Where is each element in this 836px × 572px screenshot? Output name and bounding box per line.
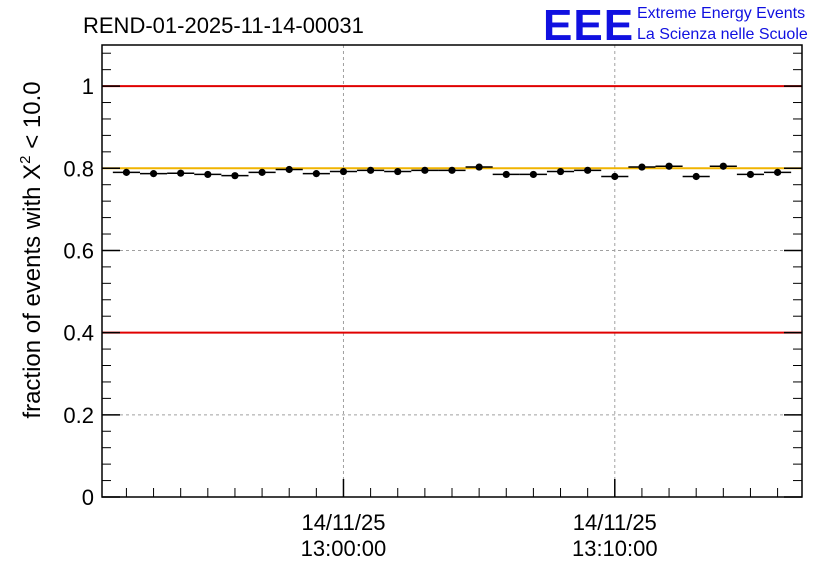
data-point [773, 168, 782, 176]
data-point [312, 170, 320, 178]
data-point [611, 172, 619, 181]
y-tick-label: 1 [82, 74, 94, 99]
data-point [285, 165, 293, 174]
y-tick-label: 0.8 [63, 156, 94, 181]
x-tick-label-date: 14/11/25 [301, 510, 385, 535]
data-point [204, 170, 212, 179]
data-point [339, 167, 348, 176]
axes: 00.20.40.60.8114/11/2513:00:0014/11/2513… [63, 44, 803, 561]
data-point [231, 172, 239, 180]
y-tick-label: 0.6 [63, 238, 94, 263]
plot-frame [101, 44, 803, 498]
data-point [502, 170, 510, 179]
grid [102, 45, 802, 497]
data-point [692, 172, 700, 181]
data-point [448, 166, 456, 174]
data-point [258, 168, 266, 176]
data-point [584, 166, 592, 174]
y-tick-label: 0.4 [63, 321, 94, 346]
logo-line-2: La Scienza nelle Scuole [637, 26, 808, 43]
y-axis-label-suffix: < 10.0 [19, 81, 46, 155]
data-point [367, 166, 375, 174]
y-axis-label-chi: X [19, 164, 46, 180]
y-tick-label: 0.2 [63, 403, 94, 428]
data-point [475, 163, 483, 171]
x-tick-label-time: 13:00:00 [301, 536, 387, 561]
y-tick-label: 0 [82, 485, 94, 510]
logo-letters: EEE [543, 1, 634, 50]
y-axis-label-sup: 2 [17, 155, 34, 163]
data-point [665, 162, 673, 170]
y-axis-label-prefix: fraction of events with [19, 180, 46, 419]
chart-title: REND-01-2025-11-14-00031 [83, 13, 364, 38]
data-point [421, 166, 429, 174]
data-point [638, 163, 646, 171]
y-axis-label: fraction of events with X2 < 10.0 [17, 81, 46, 418]
data-point [177, 169, 185, 177]
logo-line-1: Extreme Energy Events [637, 5, 805, 22]
data-point [122, 168, 131, 176]
data-point [394, 167, 402, 176]
data-point [149, 170, 158, 178]
logo: EEE Extreme Energy Events La Scienza nel… [543, 1, 808, 50]
reference-lines [102, 85, 802, 334]
data-point [719, 162, 727, 170]
data-point [556, 167, 565, 176]
x-tick-label-time: 13:10:00 [572, 536, 658, 561]
x-tick-label-date: 14/11/25 [573, 510, 657, 535]
data-points [112, 162, 792, 181]
data-point [529, 170, 537, 179]
data-point [746, 170, 755, 179]
